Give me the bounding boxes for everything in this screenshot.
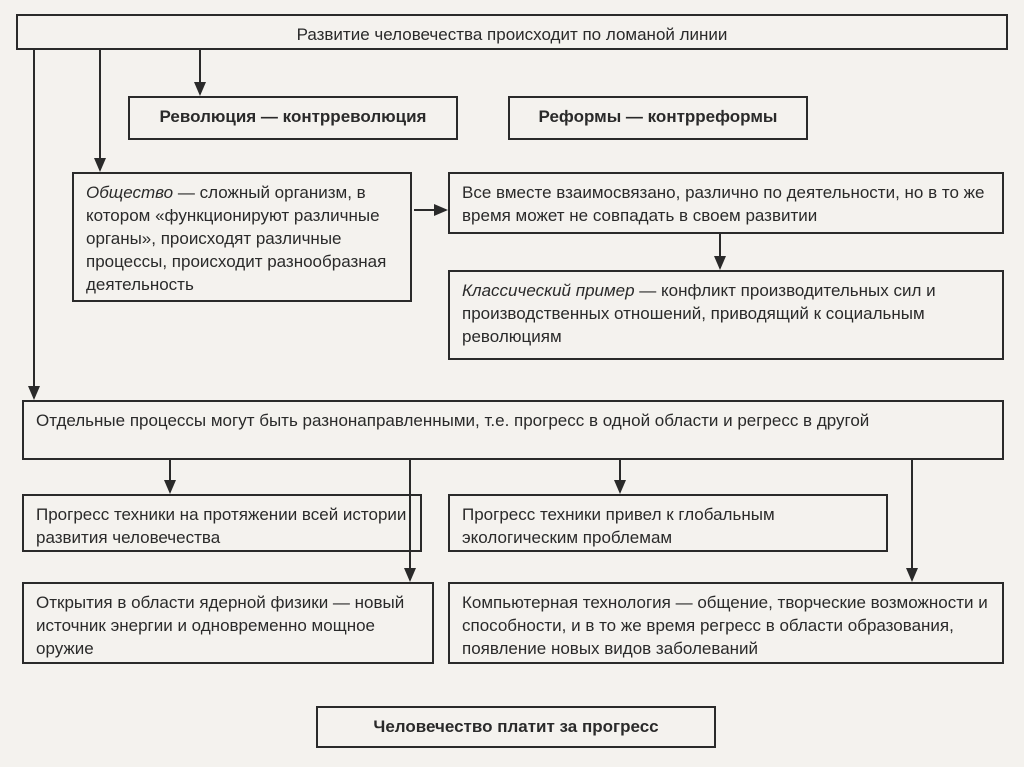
society-italic: Общество bbox=[86, 183, 173, 202]
progress-history-text: Прогресс техники на протяжении всей исто… bbox=[36, 505, 406, 547]
node-separate: Отдельные процессы могут быть разнонапра… bbox=[22, 400, 1004, 460]
computer-text: Компьютерная технология — общение, творч… bbox=[462, 593, 988, 658]
node-society: Общество — сложный организм, в котором «… bbox=[72, 172, 412, 302]
node-progress-history: Прогресс техники на протяжении всей исто… bbox=[22, 494, 422, 552]
node-classic: Классический пример — конфликт производи… bbox=[448, 270, 1004, 360]
classic-italic: Классический пример bbox=[462, 281, 635, 300]
reforms-text: Реформы — контрреформы bbox=[539, 107, 778, 126]
progress-eco-text: Прогресс техники привел к глобальным эко… bbox=[462, 505, 775, 547]
node-progress-eco: Прогресс техники привел к глобальным эко… bbox=[448, 494, 888, 552]
conclusion-text: Человечество платит за прогресс bbox=[373, 717, 658, 736]
node-interconnected: Все вместе взаимосвязано, различно по де… bbox=[448, 172, 1004, 234]
node-nuclear: Открытия в области ядерной физики — но­в… bbox=[22, 582, 434, 664]
separate-text: Отдельные процессы могут быть разнонапра… bbox=[36, 411, 869, 430]
node-computer: Компьютерная технология — общение, творч… bbox=[448, 582, 1004, 664]
interconnected-text: Все вместе взаимосвязано, различно по де… bbox=[462, 183, 984, 225]
node-title: Развитие человечества происходит по лома… bbox=[16, 14, 1008, 50]
nuclear-text: Открытия в области ядерной физики — но­в… bbox=[36, 593, 404, 658]
node-conclusion: Человечество платит за прогресс bbox=[316, 706, 716, 748]
title-text: Развитие человечества происходит по лома… bbox=[297, 25, 728, 44]
node-revolution: Революция — контрреволюция bbox=[128, 96, 458, 140]
revolution-text: Революция — контрреволюция bbox=[160, 107, 427, 126]
node-reforms: Реформы — контрреформы bbox=[508, 96, 808, 140]
